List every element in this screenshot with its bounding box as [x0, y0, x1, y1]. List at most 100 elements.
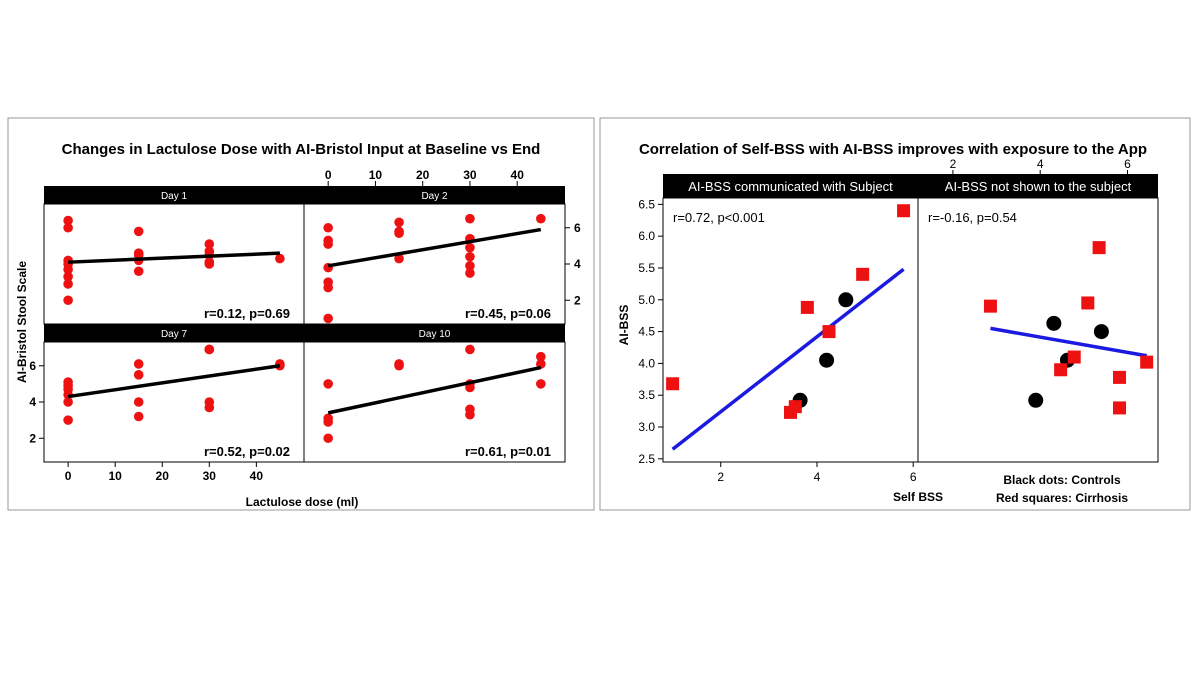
facet-strip-1 — [663, 174, 918, 198]
data-point — [465, 382, 475, 393]
data-point — [204, 259, 215, 269]
panel-4 — [303, 341, 566, 463]
cirrhosis-point — [1113, 401, 1127, 415]
control-point — [1028, 392, 1044, 408]
data-point — [63, 397, 73, 407]
x-tick-label: 2 — [950, 157, 957, 171]
fit-line — [68, 251, 280, 264]
cirrhosis-point — [1140, 355, 1154, 369]
cirrhosis-point — [1081, 296, 1095, 310]
data-point — [394, 253, 404, 264]
left-x-axis-label: Lactulose dose (ml) — [246, 495, 359, 509]
y-tick-label: 4 — [574, 257, 581, 271]
left-lattice-chart: Day 1 r=0.12, p=0.69 Day 2 r=0.45, p=0.06 Da… — [29, 168, 581, 483]
data-point — [323, 417, 333, 427]
right-x-axis-label: Self BSS — [893, 490, 943, 504]
data-point — [465, 409, 475, 420]
data-point — [465, 344, 475, 355]
right-chart-title: Correlation of Self-BSS with AI-BSS impr… — [639, 141, 1147, 158]
cirrhosis-point — [1113, 370, 1127, 384]
x-tick-label: 40 — [250, 469, 264, 483]
data-point — [323, 379, 333, 389]
cirrhosis-point — [1092, 241, 1106, 255]
right-y-axis-label: AI-BSS — [617, 305, 631, 346]
x-tick-label: 0 — [65, 469, 72, 483]
x-tick-label: 6 — [1124, 157, 1131, 171]
y-tick-label: 3.5 — [638, 388, 655, 402]
fit-line — [327, 227, 542, 268]
data-point — [63, 215, 73, 226]
x-tick-label: 0 — [325, 168, 332, 182]
regression-line — [671, 267, 905, 451]
facet-strip-2 — [918, 174, 1158, 198]
data-point — [323, 313, 333, 324]
data-point — [133, 359, 144, 369]
cirrhosis-point — [983, 299, 997, 313]
y-tick-label: 6.0 — [638, 229, 655, 243]
regression-line — [990, 326, 1147, 358]
y-tick-label: 5.5 — [638, 261, 655, 275]
data-point — [465, 251, 475, 262]
correlation-annotation: r=0.61, p=0.01 — [465, 444, 551, 459]
data-point — [394, 228, 404, 238]
data-point — [536, 379, 546, 389]
y-tick-label: 4 — [29, 395, 36, 409]
y-tick-label: 2.5 — [638, 452, 655, 466]
fit-line — [67, 364, 281, 399]
x-tick-label: 4 — [814, 470, 821, 484]
legend-cirrhosis: Red squares: Cirrhosis — [996, 491, 1128, 505]
control-point — [1093, 324, 1109, 340]
y-tick-label: 5.0 — [638, 293, 655, 307]
facet-panel-1 — [662, 197, 919, 463]
y-tick-label: 3.0 — [638, 420, 655, 434]
facet-panel-2 — [917, 197, 1159, 463]
data-point — [536, 213, 546, 224]
strip-1 — [44, 186, 304, 204]
data-point — [63, 415, 73, 425]
y-tick-label: 6 — [29, 359, 36, 373]
data-point — [204, 239, 215, 249]
facet-strip-label: AI-BSS communicated with Subject — [688, 179, 893, 194]
data-point — [275, 253, 285, 264]
cirrhosis-point — [788, 400, 802, 414]
panel-1 — [43, 203, 305, 325]
data-point — [133, 266, 144, 277]
strip-4 — [304, 324, 565, 342]
data-point — [323, 222, 333, 233]
x-tick-label: 10 — [369, 168, 383, 182]
x-tick-label: 4 — [1037, 157, 1044, 171]
correlation-annotation: r=0.72, p<0.001 — [673, 210, 765, 225]
legend-controls: Black dots: Controls — [1003, 473, 1121, 487]
correlation-annotation: r=0.12, p=0.69 — [204, 306, 290, 321]
data-point — [275, 360, 285, 371]
data-point — [465, 268, 475, 278]
cirrhosis-point — [1067, 350, 1081, 364]
correlation-annotation: r=-0.16, p=0.54 — [928, 210, 1017, 225]
data-point — [394, 217, 404, 228]
data-point — [204, 344, 215, 355]
control-point — [1046, 315, 1062, 331]
strip-label: Day 10 — [419, 329, 451, 340]
strip-2 — [304, 186, 565, 204]
strip-3 — [44, 324, 304, 342]
data-point — [63, 279, 73, 289]
left-chart-title: Changes in Lactulose Dose with AI-Bristo… — [62, 141, 541, 158]
x-tick-label: 40 — [511, 168, 525, 182]
y-tick-label: 6.5 — [638, 197, 655, 211]
x-tick-label: 6 — [910, 470, 917, 484]
control-point — [838, 292, 854, 308]
left-y-axis-label: AI-Bristol Stool Scale — [15, 261, 29, 383]
cirrhosis-point — [822, 325, 836, 339]
data-point — [323, 433, 333, 444]
strip-label: Day 1 — [161, 191, 188, 202]
y-tick-label: 2 — [29, 431, 36, 445]
fit-line — [327, 365, 542, 415]
x-tick-label: 30 — [203, 469, 217, 483]
x-tick-label: 10 — [108, 469, 122, 483]
data-point — [323, 239, 333, 249]
control-point — [819, 352, 835, 368]
strip-label: Day 2 — [421, 191, 448, 202]
data-point — [133, 411, 144, 422]
y-tick-label: 4.5 — [638, 325, 655, 339]
